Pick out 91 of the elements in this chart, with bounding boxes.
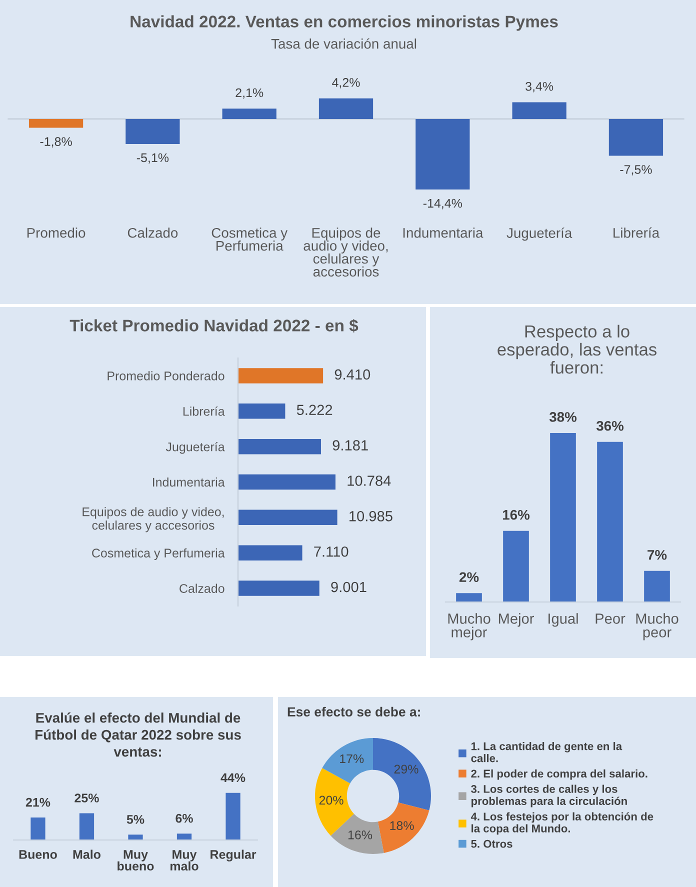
chart-title: Respecto a lo esperado, las ventas fueron: <box>498 324 656 374</box>
data-label: -7,5% <box>620 165 652 176</box>
data-label: 2% <box>459 572 479 582</box>
bar <box>126 118 180 144</box>
y-tick-label: Indumentaria <box>153 477 225 487</box>
data-label: 38% <box>549 412 577 422</box>
bar <box>128 834 143 840</box>
y-tick-label: Librería <box>183 406 225 416</box>
bar <box>30 818 46 840</box>
data-label: 4,2% <box>332 78 360 88</box>
x-tick-label: Promedio <box>27 228 86 238</box>
x-tick-label: Mucho peor <box>636 613 678 640</box>
text: Ese efecto se debe a: <box>288 706 420 717</box>
bar <box>238 510 338 526</box>
data-label: 9.001 <box>331 582 366 592</box>
bar <box>238 545 302 560</box>
data-label: -1,8% <box>40 137 72 148</box>
data-label: 9.410 <box>334 369 370 380</box>
bar <box>28 118 84 128</box>
data-label: 16% <box>348 830 372 840</box>
donut-slice <box>330 814 384 854</box>
bar <box>608 118 664 156</box>
bar <box>226 792 240 840</box>
legend-label: 2. El poder de compra del salario. <box>471 769 648 780</box>
bar <box>238 580 320 596</box>
chart-title: Ticket Promedio Navidad 2022 - en $ <box>70 318 358 333</box>
chart-subtitle: Tasa de variación anual <box>271 38 416 49</box>
y-tick-label: Cosmetica y Perfumeria <box>92 548 225 560</box>
data-label: 7% <box>648 550 667 560</box>
bar <box>238 368 324 384</box>
x-tick-label: Bueno <box>19 850 57 859</box>
data-label: 2,1% <box>236 88 264 99</box>
bar <box>597 442 623 602</box>
bar <box>176 834 192 840</box>
x-tick-label: Librería <box>614 227 660 238</box>
bar <box>456 593 482 602</box>
data-label: 5.222 <box>296 404 332 416</box>
data-label: 5% <box>126 815 144 824</box>
x-tick-label: Muy bueno <box>118 850 154 871</box>
legend-label: 1. La cantidad de gente en la calle. <box>471 742 622 762</box>
data-label: 18% <box>390 821 414 830</box>
donut-slice <box>378 802 430 853</box>
donut-slice <box>322 738 373 784</box>
x-tick-label: Cosmetica y Perfumeria <box>212 228 288 251</box>
bar <box>512 102 566 119</box>
x-tick-label: Mejor <box>498 613 534 627</box>
data-label: 3,4% <box>526 82 554 92</box>
bar <box>238 438 321 454</box>
bar <box>644 570 670 602</box>
data-label: 36% <box>596 420 624 431</box>
data-label: -14,4% <box>423 198 462 210</box>
bar <box>503 530 529 602</box>
bar <box>550 432 576 602</box>
data-label: 6% <box>176 814 193 823</box>
y-tick-label: Juguetería <box>166 442 225 454</box>
legend-label: 5. Otros <box>471 840 512 848</box>
bar <box>79 813 94 840</box>
bar <box>416 118 470 190</box>
legend-label: 4. Los festejos por la obtención de la copa del Mundo. <box>470 812 654 835</box>
y-tick-label: Equipos de audio y video, celulares y accesorios <box>82 507 224 532</box>
data-label: 17% <box>340 754 364 764</box>
x-tick-label: Juguetería <box>506 228 572 241</box>
data-label: 7.110 <box>314 546 348 557</box>
bar <box>318 98 374 119</box>
x-tick-label: Indumentaria <box>403 228 484 238</box>
x-tick-label: Muy malo <box>170 850 198 871</box>
donut-slice <box>373 738 431 810</box>
data-label: 10.985 <box>350 511 392 522</box>
data-label: 9.181 <box>332 440 368 450</box>
data-label: 20% <box>319 796 344 805</box>
bar <box>222 108 276 119</box>
data-label: 29% <box>394 764 418 774</box>
x-tick-label: Regular <box>210 850 256 862</box>
data-label: 25% <box>74 794 99 802</box>
bar <box>238 404 286 419</box>
chart-title: Evalúe el efecto del Mundial de Fútbol de Qatar 2022 sobre sus ventas: <box>36 712 241 757</box>
bar <box>238 474 336 490</box>
data-label: 16% <box>502 510 530 520</box>
legend-label: 3. Los cortes de calles y los problemas para la circulación <box>471 784 627 808</box>
x-tick-label: Mucho mejor <box>448 613 490 640</box>
x-tick-label: Igual <box>548 613 578 627</box>
data-label: 21% <box>26 798 50 807</box>
chart-title: Navidad 2022. Ventas en comercios minoristas Pymes <box>130 15 558 31</box>
y-tick-label: Promedio Ponderado <box>108 371 224 380</box>
data-label: 44% <box>220 773 246 782</box>
data-label: 10.784 <box>348 476 391 486</box>
data-label: -5,1% <box>136 153 169 164</box>
x-tick-label: Equipos de audio y video, celulares y accesorios <box>304 228 388 277</box>
y-tick-label: Calzado <box>180 584 224 593</box>
x-tick-label: Malo <box>73 850 100 859</box>
x-tick-label: Peor <box>596 614 626 624</box>
